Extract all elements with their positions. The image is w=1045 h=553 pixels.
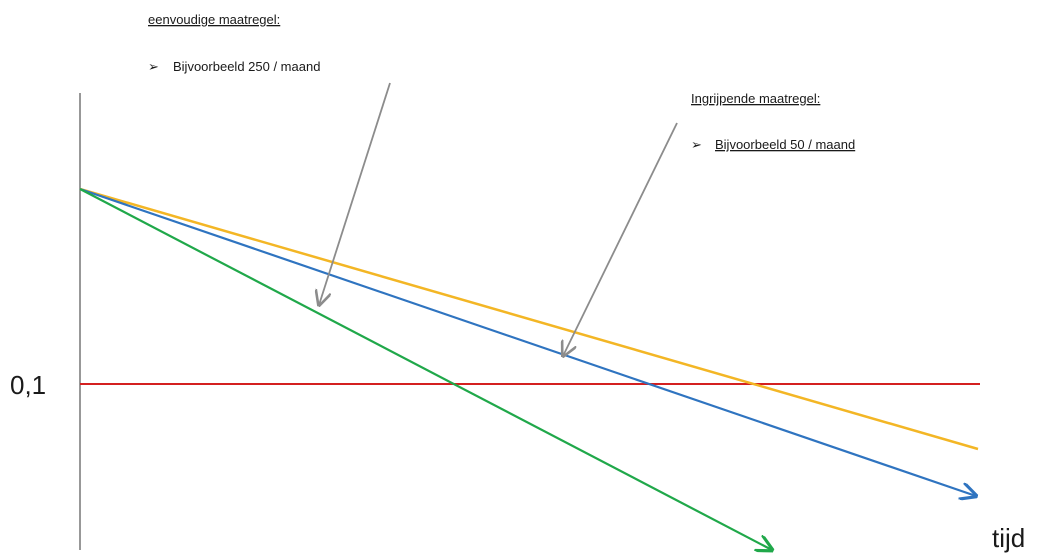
pointer-arrow-simple xyxy=(319,82,391,305)
simple-measure-line xyxy=(79,187,976,496)
drastic-measure-line xyxy=(79,188,772,550)
simple-measure-heading: eenvoudige maatregel: xyxy=(148,12,280,27)
pointer-arrow-drastic xyxy=(563,122,678,356)
drastic-bullet-glyph: ➢ xyxy=(691,137,702,152)
x-axis-label: tijd xyxy=(992,523,1025,553)
baseline-line xyxy=(79,187,979,451)
drastic-measure-heading: Ingrijpende maatregel: xyxy=(691,91,820,106)
simple-bullet-glyph: ➢ xyxy=(148,59,159,74)
simple-bullet-text: Bijvoorbeeld 250 / maand xyxy=(173,59,320,74)
drastic-bullet-text: Bijvoorbeeld 50 / maand xyxy=(715,137,855,152)
threshold-label: 0,1 xyxy=(10,370,46,400)
